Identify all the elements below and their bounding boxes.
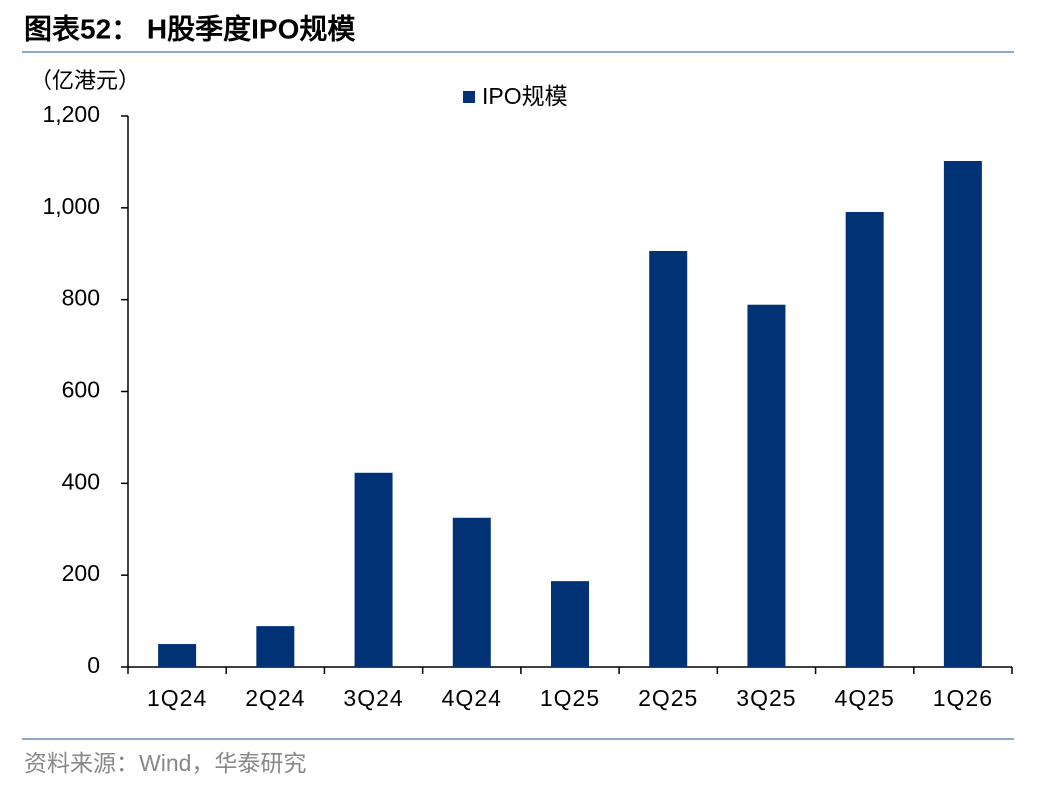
x-tick-label: 1Q24 <box>147 685 207 711</box>
bar <box>452 517 491 667</box>
y-tick-label: 0 <box>87 652 100 678</box>
bar <box>256 626 295 667</box>
x-tick-label: 2Q25 <box>638 685 698 711</box>
legend-swatch <box>463 91 475 103</box>
x-tick-label: 3Q25 <box>736 685 796 711</box>
x-tick-label: 1Q26 <box>933 685 993 711</box>
y-axis-label: （亿港元） <box>30 68 140 93</box>
bar <box>845 211 884 668</box>
x-tick-label: 2Q24 <box>245 685 305 711</box>
bar <box>943 160 982 667</box>
y-tick-label: 800 <box>62 285 100 311</box>
x-tick-label: 3Q24 <box>343 685 403 711</box>
bar <box>551 581 589 667</box>
x-tick-label: 1Q25 <box>540 685 600 711</box>
bar <box>649 250 688 667</box>
y-tick-label: 1,000 <box>42 193 100 219</box>
x-tick-label: 4Q25 <box>835 685 895 711</box>
y-tick-label: 400 <box>62 468 100 494</box>
chart-title: 图表52： H股季度IPO规模 <box>24 13 356 44</box>
bar <box>158 644 197 667</box>
bar <box>747 304 786 667</box>
legend-label: IPO规模 <box>482 83 568 109</box>
x-tick-label: 4Q24 <box>442 685 502 711</box>
source: 资料来源：Wind，华泰研究 <box>24 750 306 776</box>
bar <box>354 472 393 667</box>
y-tick-label: 200 <box>62 560 100 586</box>
y-tick-label: 600 <box>62 377 100 403</box>
y-tick-label: 1,200 <box>42 101 100 127</box>
